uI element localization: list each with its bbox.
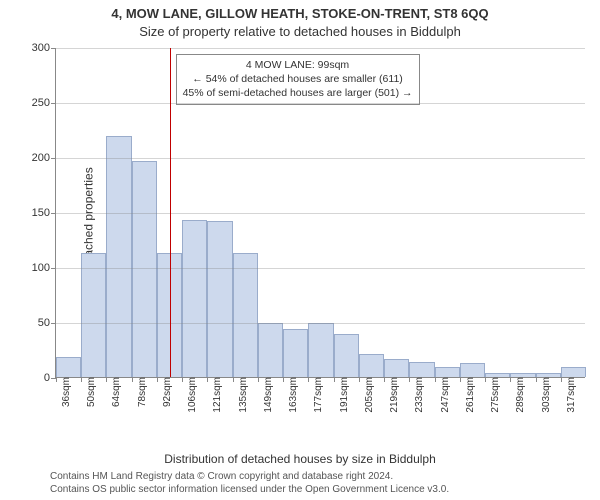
x-tick-label: 78sqm	[135, 377, 148, 407]
histogram-bar	[283, 329, 308, 377]
grid-line	[56, 48, 585, 49]
x-tick-mark	[359, 377, 360, 382]
histogram-bar	[132, 161, 157, 377]
x-tick-label: 247sqm	[438, 377, 451, 413]
x-tick-label: 163sqm	[286, 377, 299, 413]
x-tick-mark	[460, 377, 461, 382]
x-tick-label: 106sqm	[185, 377, 198, 413]
histogram-bar	[359, 354, 384, 377]
y-tick-label: 150	[32, 207, 56, 219]
histogram-bar	[409, 362, 434, 377]
histogram-bar	[435, 367, 460, 377]
x-tick-mark	[182, 377, 183, 382]
histogram-bar	[81, 253, 106, 377]
y-tick-label: 300	[32, 42, 56, 54]
grid-line	[56, 158, 585, 159]
histogram-bar	[258, 323, 283, 377]
x-tick-mark	[283, 377, 284, 382]
x-tick-mark	[409, 377, 410, 382]
chart-title-desc: Size of property relative to detached ho…	[0, 24, 600, 39]
x-tick-label: 121sqm	[210, 377, 223, 413]
annotation-line3: 45% of semi-detached houses are larger (…	[183, 86, 413, 100]
x-tick-label: 177sqm	[311, 377, 324, 413]
x-tick-mark	[56, 377, 57, 382]
x-tick-label: 149sqm	[261, 377, 274, 413]
x-tick-mark	[132, 377, 133, 382]
grid-line	[56, 268, 585, 269]
x-tick-label: 64sqm	[109, 377, 122, 407]
annotation-box: 4 MOW LANE: 99sqm ← 54% of detached hous…	[176, 54, 420, 105]
histogram-bar	[233, 253, 258, 377]
histogram-bar	[182, 220, 207, 377]
reference-line	[170, 48, 171, 377]
plot-area: 4 MOW LANE: 99sqm ← 54% of detached hous…	[55, 48, 585, 378]
histogram-bar	[561, 367, 586, 377]
x-tick-mark	[258, 377, 259, 382]
y-tick-label: 200	[32, 152, 56, 164]
histogram-bar	[334, 334, 359, 377]
x-tick-label: 92sqm	[160, 377, 173, 407]
x-tick-label: 219sqm	[387, 377, 400, 413]
x-tick-label: 275sqm	[488, 377, 501, 413]
x-tick-mark	[81, 377, 82, 382]
x-tick-mark	[561, 377, 562, 382]
x-tick-mark	[435, 377, 436, 382]
chart-container: 4, MOW LANE, GILLOW HEATH, STOKE-ON-TREN…	[0, 0, 600, 500]
x-tick-mark	[510, 377, 511, 382]
x-tick-label: 289sqm	[513, 377, 526, 413]
x-tick-mark	[207, 377, 208, 382]
x-tick-mark	[106, 377, 107, 382]
footer-attribution: Contains HM Land Registry data © Crown c…	[50, 470, 449, 496]
x-tick-label: 303sqm	[539, 377, 552, 413]
x-tick-mark	[308, 377, 309, 382]
y-tick-label: 100	[32, 262, 56, 274]
chart-title-address: 4, MOW LANE, GILLOW HEATH, STOKE-ON-TREN…	[0, 6, 600, 21]
footer-line2: Contains OS public sector information li…	[50, 483, 449, 496]
x-tick-mark	[384, 377, 385, 382]
x-tick-label: 261sqm	[463, 377, 476, 413]
grid-line	[56, 323, 585, 324]
histogram-bar	[384, 359, 409, 377]
x-tick-mark	[536, 377, 537, 382]
histogram-bar	[56, 357, 81, 377]
y-tick-label: 50	[38, 317, 56, 329]
x-tick-mark	[233, 377, 234, 382]
x-tick-label: 233sqm	[412, 377, 425, 413]
x-tick-label: 317sqm	[564, 377, 577, 413]
x-axis-label: Distribution of detached houses by size …	[0, 452, 600, 466]
footer-line1: Contains HM Land Registry data © Crown c…	[50, 470, 449, 483]
grid-line	[56, 213, 585, 214]
x-tick-mark	[334, 377, 335, 382]
x-tick-label: 50sqm	[84, 377, 97, 407]
histogram-bar	[106, 136, 131, 377]
annotation-line1: 4 MOW LANE: 99sqm	[183, 58, 413, 72]
annotation-line2: ← 54% of detached houses are smaller (61…	[183, 72, 413, 86]
x-tick-label: 135sqm	[236, 377, 249, 413]
x-tick-mark	[485, 377, 486, 382]
histogram-bar	[308, 323, 333, 377]
x-tick-label: 205sqm	[362, 377, 375, 413]
y-tick-label: 0	[44, 372, 56, 384]
x-tick-label: 36sqm	[59, 377, 72, 407]
y-tick-label: 250	[32, 97, 56, 109]
histogram-bar	[207, 221, 232, 377]
histogram-bar	[460, 363, 485, 377]
grid-line	[56, 103, 585, 104]
x-tick-label: 191sqm	[337, 377, 350, 413]
x-tick-mark	[157, 377, 158, 382]
